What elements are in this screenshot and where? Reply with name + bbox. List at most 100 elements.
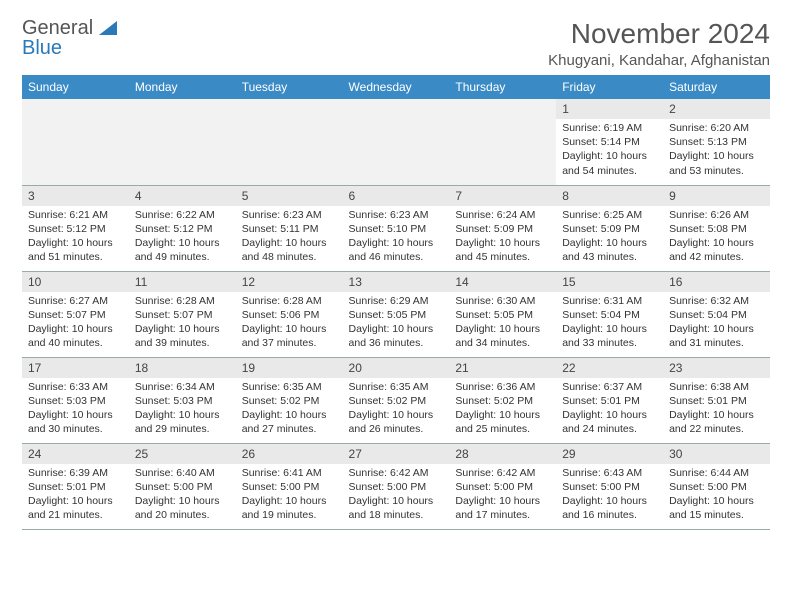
calendar-cell: 5Sunrise: 6:23 AMSunset: 5:11 PMDaylight… (236, 185, 343, 271)
sunrise-text: Sunrise: 6:35 AM (349, 380, 444, 394)
sunset-text: Sunset: 5:05 PM (349, 308, 444, 322)
day-number: 8 (556, 186, 663, 206)
calendar-cell: 18Sunrise: 6:34 AMSunset: 5:03 PMDayligh… (129, 357, 236, 443)
sunrise-text: Sunrise: 6:28 AM (242, 294, 337, 308)
sunset-text: Sunset: 5:00 PM (562, 480, 657, 494)
day-number: 10 (22, 272, 129, 292)
day-body: Sunrise: 6:33 AMSunset: 5:03 PMDaylight:… (22, 378, 129, 441)
day-body: Sunrise: 6:19 AMSunset: 5:14 PMDaylight:… (556, 119, 663, 182)
daylight-text: Daylight: 10 hours and 27 minutes. (242, 408, 337, 436)
calendar-row: 24Sunrise: 6:39 AMSunset: 5:01 PMDayligh… (22, 443, 770, 529)
sunrise-text: Sunrise: 6:32 AM (669, 294, 764, 308)
sunset-text: Sunset: 5:11 PM (242, 222, 337, 236)
calendar-cell: 24Sunrise: 6:39 AMSunset: 5:01 PMDayligh… (22, 443, 129, 529)
calendar-row: 3Sunrise: 6:21 AMSunset: 5:12 PMDaylight… (22, 185, 770, 271)
day-number: 19 (236, 358, 343, 378)
daylight-text: Daylight: 10 hours and 48 minutes. (242, 236, 337, 264)
calendar-row: ..........1Sunrise: 6:19 AMSunset: 5:14 … (22, 99, 770, 185)
sunrise-text: Sunrise: 6:23 AM (349, 208, 444, 222)
daylight-text: Daylight: 10 hours and 25 minutes. (455, 408, 550, 436)
calendar-row: 17Sunrise: 6:33 AMSunset: 5:03 PMDayligh… (22, 357, 770, 443)
logo-triangle-icon (99, 21, 117, 35)
day-body: Sunrise: 6:37 AMSunset: 5:01 PMDaylight:… (556, 378, 663, 441)
sunrise-text: Sunrise: 6:29 AM (349, 294, 444, 308)
sunset-text: Sunset: 5:04 PM (562, 308, 657, 322)
daylight-text: Daylight: 10 hours and 54 minutes. (562, 149, 657, 177)
daylight-text: Daylight: 10 hours and 43 minutes. (562, 236, 657, 264)
weekday-header: Friday (556, 75, 663, 99)
calendar-cell: 30Sunrise: 6:44 AMSunset: 5:00 PMDayligh… (663, 443, 770, 529)
sunset-text: Sunset: 5:03 PM (28, 394, 123, 408)
calendar-cell: .. (449, 99, 556, 185)
sunrise-text: Sunrise: 6:39 AM (28, 466, 123, 480)
calendar-head: SundayMondayTuesdayWednesdayThursdayFrid… (22, 75, 770, 99)
daylight-text: Daylight: 10 hours and 42 minutes. (669, 236, 764, 264)
sunrise-text: Sunrise: 6:21 AM (28, 208, 123, 222)
calendar-cell: 7Sunrise: 6:24 AMSunset: 5:09 PMDaylight… (449, 185, 556, 271)
sunrise-text: Sunrise: 6:22 AM (135, 208, 230, 222)
daylight-text: Daylight: 10 hours and 19 minutes. (242, 494, 337, 522)
sunset-text: Sunset: 5:02 PM (349, 394, 444, 408)
calendar-cell: 8 Sunrise: 6:25 AMSunset: 5:09 PMDaylight… (556, 185, 663, 271)
day-body: Sunrise: 6:26 AMSunset: 5:08 PMDaylight:… (663, 206, 770, 269)
logo: General Blue (22, 18, 117, 58)
calendar-cell: 19Sunrise: 6:35 AMSunset: 5:02 PMDayligh… (236, 357, 343, 443)
day-body: Sunrise: 6:44 AMSunset: 5:00 PMDaylight:… (663, 464, 770, 527)
day-body: Sunrise: 6:39 AMSunset: 5:01 PMDaylight:… (22, 464, 129, 527)
sunrise-text: Sunrise: 6:19 AM (562, 121, 657, 135)
daylight-text: Daylight: 10 hours and 22 minutes. (669, 408, 764, 436)
calendar-cell: 26Sunrise: 6:41 AMSunset: 5:00 PMDayligh… (236, 443, 343, 529)
sunset-text: Sunset: 5:09 PM (562, 222, 657, 236)
daylight-text: Daylight: 10 hours and 21 minutes. (28, 494, 123, 522)
day-number: 30 (663, 444, 770, 464)
day-body: Sunrise: 6:21 AMSunset: 5:12 PMDaylight:… (22, 206, 129, 269)
sunset-text: Sunset: 5:14 PM (562, 135, 657, 149)
sunrise-text: Sunrise: 6:25 AM (562, 208, 657, 222)
day-number: 6 (343, 186, 450, 206)
day-number: 9 (663, 186, 770, 206)
sunset-text: Sunset: 5:00 PM (242, 480, 337, 494)
header: General Blue November 2024 Khugyani, Kan… (22, 18, 770, 69)
daylight-text: Daylight: 10 hours and 31 minutes. (669, 322, 764, 350)
sunrise-text: Sunrise: 6:30 AM (455, 294, 550, 308)
day-body: Sunrise: 6:27 AMSunset: 5:07 PMDaylight:… (22, 292, 129, 355)
calendar-cell: 12Sunrise: 6:28 AMSunset: 5:06 PMDayligh… (236, 271, 343, 357)
sunset-text: Sunset: 5:08 PM (669, 222, 764, 236)
calendar-cell: 21Sunrise: 6:36 AMSunset: 5:02 PMDayligh… (449, 357, 556, 443)
daylight-text: Daylight: 10 hours and 17 minutes. (455, 494, 550, 522)
daylight-text: Daylight: 10 hours and 37 minutes. (242, 322, 337, 350)
weekday-header: Tuesday (236, 75, 343, 99)
daylight-text: Daylight: 10 hours and 33 minutes. (562, 322, 657, 350)
sunset-text: Sunset: 5:02 PM (242, 394, 337, 408)
daylight-text: Daylight: 10 hours and 40 minutes. (28, 322, 123, 350)
calendar-cell: 10Sunrise: 6:27 AMSunset: 5:07 PMDayligh… (22, 271, 129, 357)
sunrise-text: Sunrise: 6:41 AM (242, 466, 337, 480)
day-number: 27 (343, 444, 450, 464)
day-body: Sunrise: 6:43 AMSunset: 5:00 PMDaylight:… (556, 464, 663, 527)
day-number: 21 (449, 358, 556, 378)
page-title: November 2024 (548, 18, 770, 50)
calendar-cell: 25Sunrise: 6:40 AMSunset: 5:00 PMDayligh… (129, 443, 236, 529)
calendar-cell: 15Sunrise: 6:31 AMSunset: 5:04 PMDayligh… (556, 271, 663, 357)
sunrise-text: Sunrise: 6:43 AM (562, 466, 657, 480)
daylight-text: Daylight: 10 hours and 39 minutes. (135, 322, 230, 350)
day-body: Sunrise: 6:38 AMSunset: 5:01 PMDaylight:… (663, 378, 770, 441)
day-body: Sunrise: 6:28 AMSunset: 5:06 PMDaylight:… (236, 292, 343, 355)
day-body: Sunrise: 6:23 AMSunset: 5:11 PMDaylight:… (236, 206, 343, 269)
sunrise-text: Sunrise: 6:28 AM (135, 294, 230, 308)
sunset-text: Sunset: 5:10 PM (349, 222, 444, 236)
daylight-text: Daylight: 10 hours and 18 minutes. (349, 494, 444, 522)
logo-word2: Blue (22, 37, 62, 59)
weekday-header: Monday (129, 75, 236, 99)
sunset-text: Sunset: 5:04 PM (669, 308, 764, 322)
calendar-table: SundayMondayTuesdayWednesdayThursdayFrid… (22, 75, 770, 530)
day-number: 13 (343, 272, 450, 292)
calendar-cell: 1Sunrise: 6:19 AMSunset: 5:14 PMDaylight… (556, 99, 663, 185)
sunset-text: Sunset: 5:12 PM (28, 222, 123, 236)
weekday-header: Sunday (22, 75, 129, 99)
sunset-text: Sunset: 5:07 PM (135, 308, 230, 322)
calendar-cell: 14Sunrise: 6:30 AMSunset: 5:05 PMDayligh… (449, 271, 556, 357)
sunrise-text: Sunrise: 6:31 AM (562, 294, 657, 308)
day-number: 4 (129, 186, 236, 206)
calendar-cell: 27Sunrise: 6:42 AMSunset: 5:00 PMDayligh… (343, 443, 450, 529)
